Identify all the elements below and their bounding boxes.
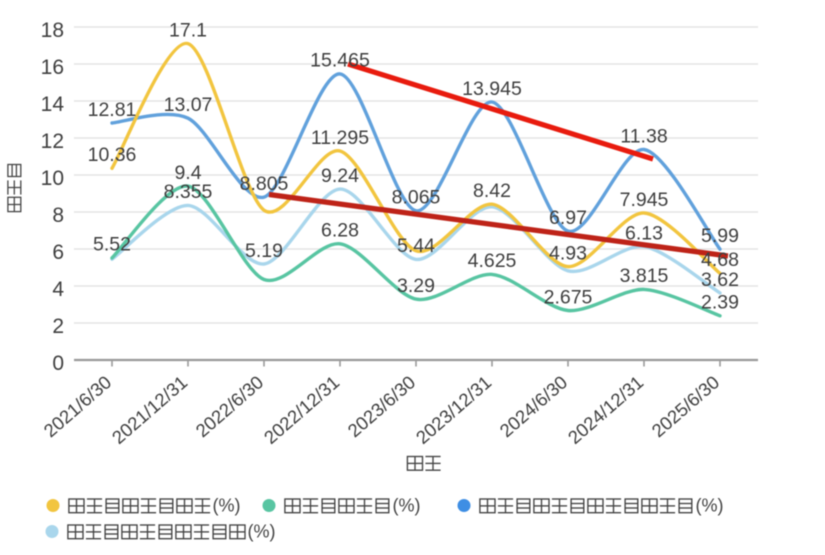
svg-text:(%): (%) (213, 496, 241, 516)
svg-text:4.93: 4.93 (549, 242, 587, 264)
svg-text:(%): (%) (393, 496, 421, 516)
svg-text:8.065: 8.065 (392, 187, 441, 209)
svg-text:17.1: 17.1 (169, 19, 207, 41)
svg-text:0: 0 (52, 352, 64, 375)
svg-text:7.945: 7.945 (620, 189, 669, 211)
svg-text:10: 10 (41, 167, 64, 190)
svg-text:11.295: 11.295 (311, 127, 369, 149)
svg-text:2.675: 2.675 (544, 286, 593, 308)
svg-text:(%): (%) (696, 496, 724, 516)
svg-text:2: 2 (52, 315, 64, 338)
svg-text:13.945: 13.945 (462, 78, 522, 100)
svg-text:9.4: 9.4 (174, 162, 201, 184)
svg-text:6.28: 6.28 (321, 220, 359, 242)
svg-text:16: 16 (41, 56, 64, 79)
svg-text:5.99: 5.99 (701, 225, 739, 247)
svg-text:4.625: 4.625 (468, 250, 517, 272)
svg-text:2.39: 2.39 (701, 292, 739, 314)
svg-text:9.24: 9.24 (321, 165, 359, 187)
svg-text:6: 6 (52, 241, 64, 264)
svg-text:6.97: 6.97 (549, 207, 587, 229)
svg-text:10.36: 10.36 (88, 144, 137, 166)
svg-text:12: 12 (41, 130, 64, 153)
svg-text:8.355: 8.355 (164, 181, 213, 203)
svg-text:18: 18 (41, 19, 64, 42)
svg-text:5.52: 5.52 (93, 234, 131, 256)
svg-text:5.19: 5.19 (245, 240, 283, 262)
svg-text:14: 14 (41, 93, 65, 116)
svg-text:4.68: 4.68 (701, 249, 739, 271)
svg-text:8.42: 8.42 (473, 180, 511, 202)
svg-text:11.38: 11.38 (620, 125, 667, 147)
svg-text:8: 8 (52, 204, 64, 227)
svg-text:15.465: 15.465 (310, 50, 370, 72)
svg-text:12.81: 12.81 (88, 99, 137, 121)
svg-text:13.07: 13.07 (164, 94, 213, 116)
svg-text:3.29: 3.29 (397, 275, 435, 297)
svg-text:3.815: 3.815 (620, 265, 669, 287)
svg-text:3.62: 3.62 (701, 269, 739, 291)
svg-text:4: 4 (52, 278, 64, 301)
svg-text:5.44: 5.44 (397, 235, 435, 257)
svg-text:8.805: 8.805 (240, 173, 289, 195)
svg-text:6.13: 6.13 (625, 222, 663, 244)
svg-text:(%): (%) (248, 522, 276, 542)
